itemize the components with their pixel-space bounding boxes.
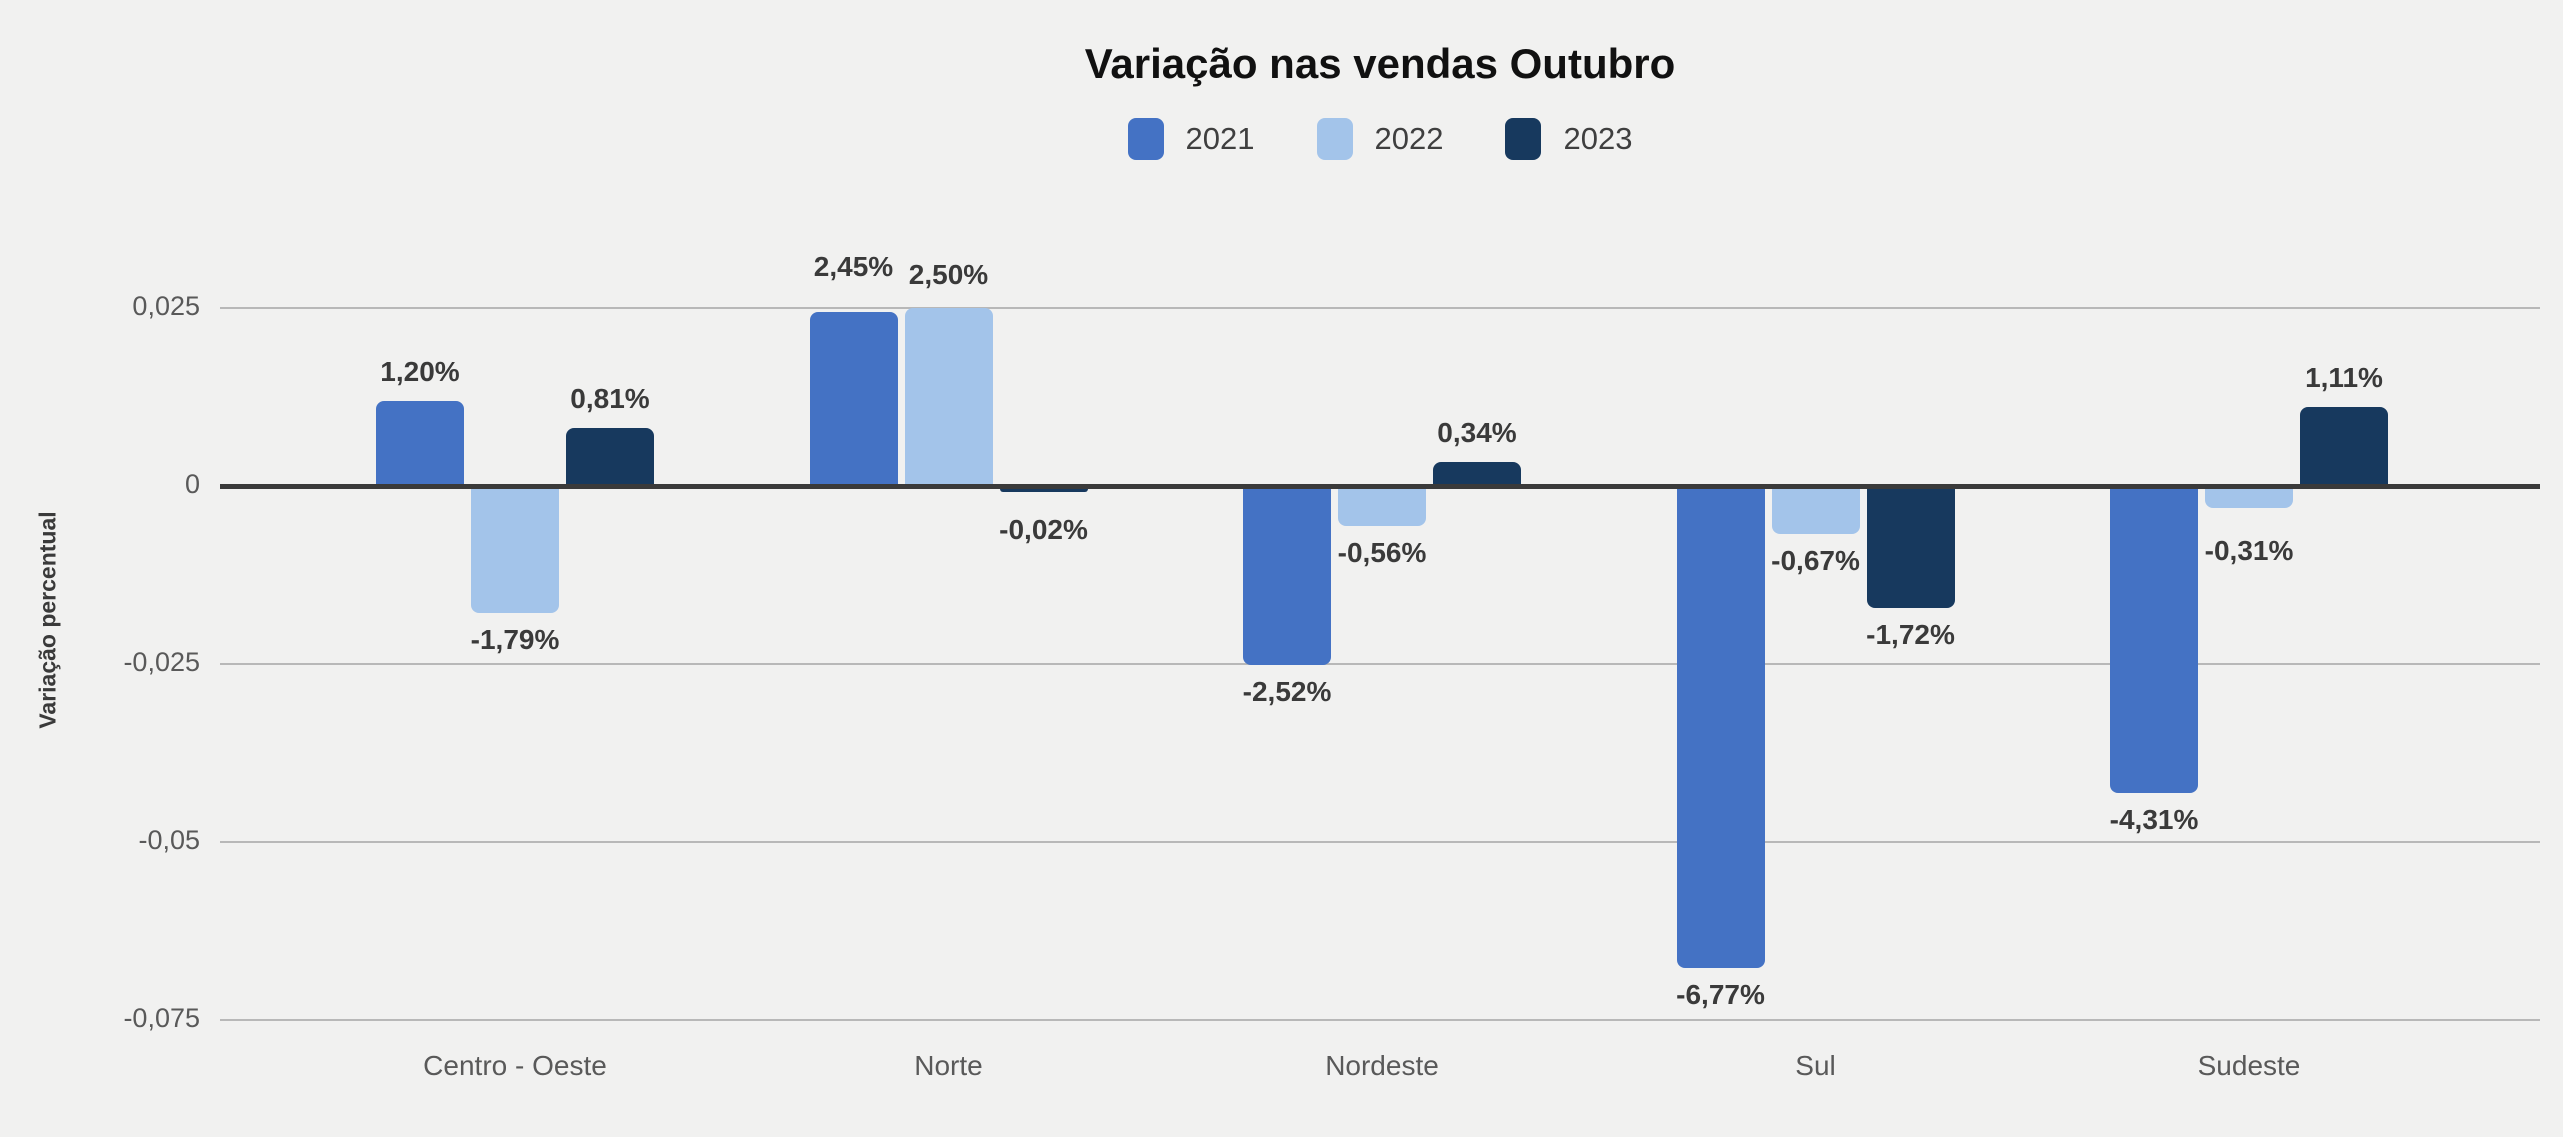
gridline--0,025: [220, 663, 2540, 665]
y-tick-label--0,05: -0,05: [138, 825, 200, 855]
x-category-label-sudeste: Sudeste: [2197, 1050, 2301, 1081]
data-label-2022-sudeste: -0,31%: [2204, 535, 2294, 567]
bar-2022-norte: [904, 308, 993, 486]
data-label-2021-sul: -6,77%: [1676, 979, 1765, 1011]
legend-item-2021: 2021: [1127, 118, 1255, 160]
bar-2023-norte: [999, 486, 1088, 492]
data-label-2022-centro-oeste: -1,79%: [470, 624, 560, 656]
bar-2021-norte: [809, 311, 898, 486]
y-tick-label-0,025: 0,025: [132, 291, 200, 321]
y-tick-label--0,025: -0,025: [123, 647, 200, 677]
bar-2023-nordeste: [1433, 461, 1521, 486]
gridline--0,075: [220, 1019, 2540, 1021]
x-category-label-sul: Sul: [1795, 1050, 1836, 1081]
bar-2022-sul: [1771, 486, 1860, 534]
data-label-2022-sul: -0,67%: [1771, 544, 1860, 576]
y-axis-title: Variação percentual: [34, 511, 61, 729]
bar-2022-nordeste: [1338, 486, 1426, 526]
data-label-2021-norte: 2,45%: [813, 250, 894, 282]
bar-2023-sul: [1866, 486, 1955, 609]
bar-2023-sudeste: [2300, 406, 2388, 486]
data-label-2022-norte: 2,50%: [908, 259, 989, 290]
gridline-0,025: [220, 307, 2540, 309]
bar-2021-sudeste: [2110, 486, 2198, 793]
legend: 2021 2022 2023: [220, 118, 2540, 160]
data-label-2023-nordeste: 0,34%: [1437, 416, 1517, 448]
legend-label-2023: 2023: [1563, 121, 1633, 156]
y-tick-label--0,075: -0,075: [123, 1003, 200, 1033]
y-tick-label-0: 0: [184, 469, 200, 499]
legend-swatch-2023: [1505, 118, 1542, 160]
gridline--0,05: [220, 841, 2540, 843]
legend-label-2022: 2022: [1374, 121, 1444, 156]
bar-2022-sudeste: [2205, 486, 2293, 509]
x-category-label-centro-oeste: Centro - Oeste: [423, 1050, 607, 1081]
bar-2021-nordeste: [1243, 486, 1331, 666]
data-label-2022-nordeste: -0,56%: [1337, 536, 1427, 568]
data-label-2021-centro-oeste: 1,20%: [380, 355, 460, 387]
data-label-2023-sul: -1,72%: [1866, 619, 1955, 651]
legend-swatch-2021: [1127, 118, 1164, 160]
legend-swatch-2022: [1316, 118, 1353, 160]
zero-axis-line: [220, 484, 2540, 489]
data-label-2023-centro-oeste: 0,81%: [570, 383, 650, 415]
legend-item-2022: 2022: [1316, 118, 1444, 160]
data-label-2021-sudeste: -4,31%: [2109, 803, 2199, 835]
data-label-2023-sudeste: 1,11%: [2305, 361, 2383, 393]
data-label-2021-nordeste: -2,52%: [1242, 676, 1332, 708]
bar-2021-sul: [1676, 486, 1765, 969]
chart-title: Variação nas vendas Outubro: [1084, 40, 1676, 87]
bar-2023-centro-oeste: [566, 428, 654, 486]
bar-2022-centro-oeste: [471, 486, 559, 614]
x-category-label-norte: Norte: [914, 1050, 983, 1081]
x-category-label-nordeste: Nordeste: [1325, 1050, 1439, 1081]
bar-2021-centro-oeste: [376, 400, 464, 486]
legend-item-2023: 2023: [1505, 118, 1632, 160]
data-label-2023-norte: -0,02%: [999, 514, 1088, 546]
legend-label-2021: 2021: [1185, 121, 1255, 156]
